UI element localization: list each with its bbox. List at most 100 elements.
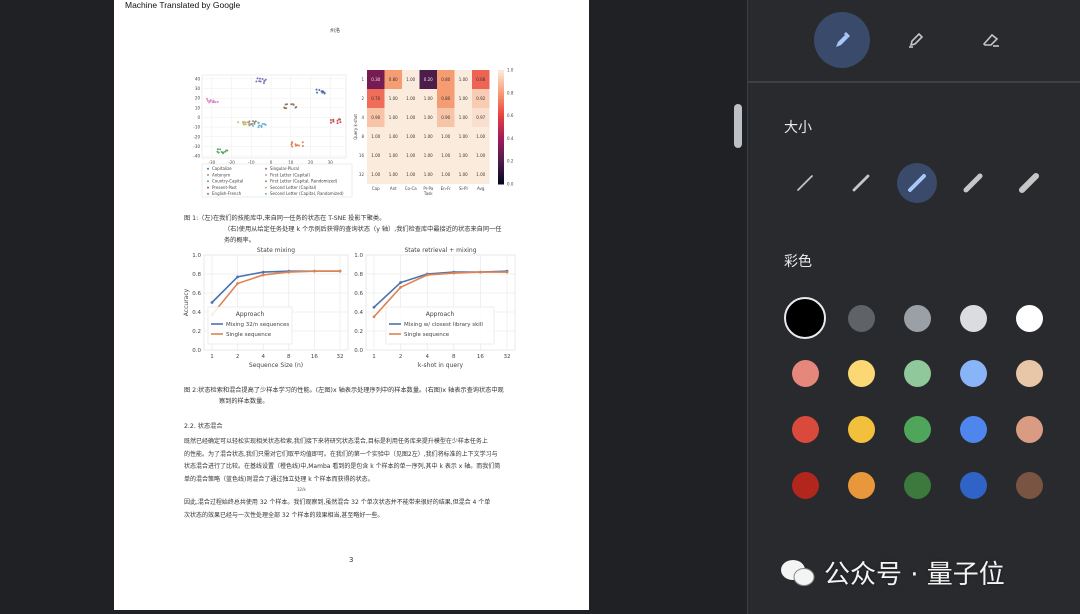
heatmap-value: 1.00 xyxy=(459,96,468,101)
scatter-point xyxy=(332,118,335,121)
size-option-2[interactable] xyxy=(841,163,881,203)
size-option-4[interactable] xyxy=(953,163,993,203)
pen-icon xyxy=(836,32,850,47)
heatmap-value: 0.90 xyxy=(371,115,380,120)
scatter-point xyxy=(216,100,219,103)
color-swatch[interactable] xyxy=(903,471,931,499)
color-swatch[interactable] xyxy=(1015,304,1043,332)
color-swatch[interactable] xyxy=(1015,359,1043,387)
x-tick-label: -30 xyxy=(209,160,216,165)
colorbar-segment xyxy=(498,89,504,94)
y-tick-label: -10 xyxy=(193,125,200,130)
size-option-5[interactable] xyxy=(1009,163,1049,203)
x-tick-label: 1 xyxy=(372,354,376,360)
color-swatch[interactable] xyxy=(903,359,931,387)
y-tick-label: 0.6 xyxy=(354,291,363,297)
color-swatch[interactable] xyxy=(903,415,931,443)
y-tick-label: 0.0 xyxy=(354,348,363,354)
paragraph-1: 既然已经确定可以轻松实现相关状态检索,我们接下来将研究状态混合,目标是利用任务库… xyxy=(184,436,529,486)
color-swatch[interactable] xyxy=(959,304,987,332)
heatmap-cell xyxy=(437,127,455,146)
heatmap-value: 0.92 xyxy=(476,96,485,101)
color-swatch[interactable] xyxy=(791,415,819,443)
color-swatch[interactable] xyxy=(847,471,875,499)
heatmap-cell xyxy=(402,89,420,108)
heatmap-cell xyxy=(472,70,490,89)
color-swatch[interactable] xyxy=(959,415,987,443)
color-swatch[interactable] xyxy=(791,359,819,387)
pen-tool-button[interactable] xyxy=(814,12,870,68)
y-tick-label: 0.4 xyxy=(192,310,201,316)
colorbar-tick: 0.4 xyxy=(507,136,514,141)
color-swatch[interactable] xyxy=(791,471,819,499)
color-swatch[interactable] xyxy=(847,415,875,443)
scatter-point xyxy=(290,143,293,146)
x-tick-label: -10 xyxy=(248,160,255,165)
scatter-point xyxy=(257,121,260,124)
color-swatch[interactable] xyxy=(847,304,875,332)
heatmap-value: 1.00 xyxy=(424,115,433,120)
highlighter-icon xyxy=(909,32,924,48)
y-tick-label: -30 xyxy=(193,144,200,149)
x-tick-label: 4 xyxy=(261,354,265,360)
heatmap-cell xyxy=(454,127,472,146)
scatter-point xyxy=(222,152,225,155)
scatter-point xyxy=(323,92,326,95)
colorbar-segment xyxy=(498,70,504,74)
color-swatch[interactable] xyxy=(1015,415,1043,443)
colorbar-segment xyxy=(498,124,504,128)
heatmap-value: 1.00 xyxy=(389,134,398,139)
heatmap-value: 1.00 xyxy=(389,172,398,177)
heatmap-col-label: Cap xyxy=(372,186,380,191)
heatmap-cell xyxy=(454,165,472,184)
heatmap-cell xyxy=(437,146,455,165)
color-swatch[interactable] xyxy=(903,304,931,332)
color-swatch[interactable] xyxy=(959,471,987,499)
legend-label: Country-Capital xyxy=(212,179,243,184)
legend-title: Approach xyxy=(426,311,455,318)
series-line xyxy=(211,270,340,316)
heatmap-cell xyxy=(384,146,402,165)
y-tick-label: 0.6 xyxy=(192,291,201,297)
heatmap-col-label: Pr-Pa xyxy=(423,186,433,191)
size-option-1[interactable] xyxy=(785,163,825,203)
color-swatch[interactable] xyxy=(784,297,826,339)
legend-marker xyxy=(265,180,267,183)
highlighter-tool-button[interactable] xyxy=(888,12,944,68)
scatter-point xyxy=(237,121,240,124)
paragraph-2: 因此,混合过程始终总共使用 32 个样本。我们观察到,虽然混合 32 个单次状态… xyxy=(184,497,529,522)
legend-marker xyxy=(265,192,267,195)
scatter-point xyxy=(209,100,212,103)
legend-marker xyxy=(265,174,267,176)
colorbar-segment xyxy=(498,149,504,154)
stroke-width-icon xyxy=(852,174,870,192)
data-point xyxy=(236,282,239,285)
scatter-point xyxy=(263,79,266,82)
x-tick-label: -20 xyxy=(228,160,235,165)
color-swatch[interactable] xyxy=(959,359,987,387)
y-tick-label: 30 xyxy=(195,86,201,91)
scatter-point xyxy=(225,149,228,152)
machine-translated-banner: Machine Translated by Google xyxy=(125,0,241,10)
scatter-point xyxy=(256,77,259,80)
x-tick-label: 1 xyxy=(210,354,214,360)
heatmap-value: 1.00 xyxy=(459,172,468,177)
colorbar-segment xyxy=(498,127,504,131)
x-tick-label: 4 xyxy=(425,354,429,360)
scrollbar-thumb[interactable] xyxy=(734,104,742,148)
eraser-tool-button[interactable] xyxy=(963,12,1019,68)
color-swatch[interactable] xyxy=(1015,471,1043,499)
scatter-point xyxy=(290,142,293,145)
colorbar-segment xyxy=(498,95,504,99)
color-swatch[interactable] xyxy=(847,359,875,387)
heatmap-cell xyxy=(454,146,472,165)
legend-marker xyxy=(207,192,209,195)
y-tick-label: 0.2 xyxy=(354,329,363,335)
figure-1-caption-3: 务的概率。 xyxy=(224,237,255,244)
heatmap-value: 1.00 xyxy=(424,96,433,101)
line: 的性能。为了混合状态,我们只需对它们取平均值即可。在我们的第一个实验中（见图2左… xyxy=(184,450,498,458)
colorbar-segment xyxy=(498,132,504,137)
x-tick-label: 8 xyxy=(452,354,456,360)
heatmap-value: 1.00 xyxy=(424,134,433,139)
size-option-3[interactable] xyxy=(897,163,937,203)
